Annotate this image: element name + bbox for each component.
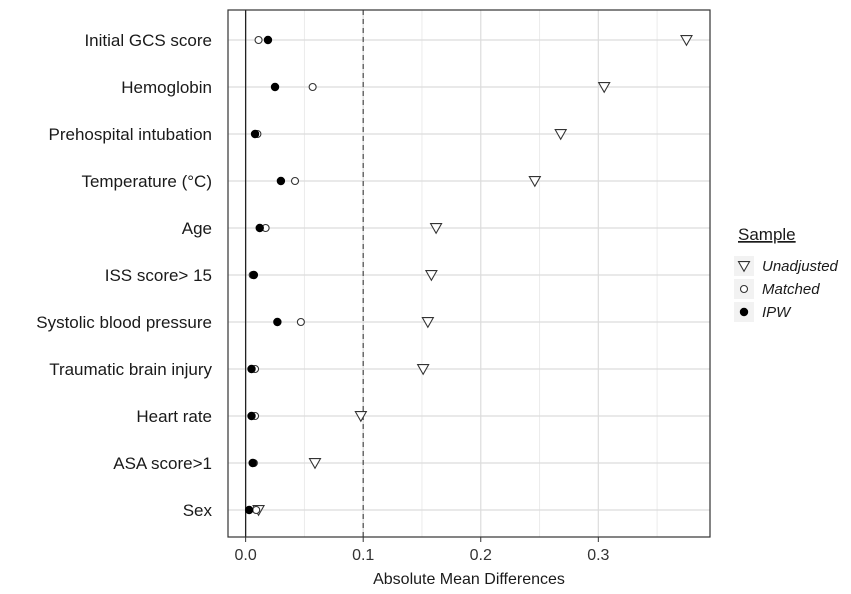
ipw-point: [276, 176, 286, 186]
unadjusted-point: [421, 317, 435, 329]
category-label: Initial GCS score: [84, 31, 212, 50]
ipw-point: [247, 411, 256, 421]
category-label: Sex: [183, 501, 213, 520]
unadjusted-point: [554, 129, 568, 141]
matched-point: [296, 317, 305, 327]
x-tick-label: 0.0: [235, 547, 257, 564]
ipw-point: [247, 364, 256, 374]
x-axis-title: Absolute Mean Differences: [373, 571, 565, 588]
plot-panel-border: [227, 9, 711, 538]
category-label: Age: [182, 219, 212, 238]
legend-key-ipw: [739, 307, 749, 317]
matched-point: [290, 176, 300, 186]
ipw-point: [263, 35, 273, 45]
unadjusted-point: [424, 270, 438, 282]
ipw-point: [255, 223, 264, 233]
legend-label-matched: Matched: [762, 281, 820, 298]
ipw-point: [249, 270, 259, 280]
ipw-point: [273, 317, 282, 327]
unadjusted-point: [354, 411, 368, 423]
category-label: ASA score>1: [113, 454, 212, 473]
legend: Sample Unadjusted Matched IPW: [734, 225, 839, 322]
unadjusted-point: [308, 458, 322, 470]
category-label: Prehospital intubation: [48, 125, 212, 144]
ipw-point: [248, 458, 257, 468]
x-axis-ticks: 0.0 0.1 0.2 0.3: [235, 537, 610, 564]
legend-key-unadjusted: [737, 261, 751, 273]
x-tick-label: 0.2: [470, 547, 492, 564]
grid-lines: [228, 10, 710, 537]
category-label: Hemoglobin: [121, 78, 212, 97]
category-label: Systolic blood pressure: [36, 313, 212, 332]
data-points: [244, 35, 693, 517]
unadjusted-point: [597, 82, 611, 94]
category-label: Temperature (°C): [81, 172, 212, 191]
category-label: ISS score> 15: [105, 266, 212, 285]
ipw-point: [270, 82, 280, 92]
category-label: Traumatic brain injury: [49, 360, 212, 379]
legend-label-unadjusted: Unadjusted: [762, 258, 839, 275]
matched-point: [254, 35, 263, 45]
unadjusted-point: [680, 35, 693, 47]
ipw-point: [250, 129, 260, 139]
unadjusted-point: [528, 176, 542, 188]
category-label: Heart rate: [136, 407, 212, 426]
x-tick-label: 0.1: [352, 547, 374, 564]
legend-key-matched: [739, 284, 749, 294]
matched-point: [252, 505, 261, 515]
category-labels: Initial GCS score Hemoglobin Prehospital i…: [36, 31, 212, 520]
unadjusted-point: [416, 364, 430, 376]
unadjusted-point: [429, 223, 443, 235]
ipw-point: [244, 505, 254, 515]
x-tick-label: 0.3: [587, 547, 609, 564]
legend-label-ipw: IPW: [762, 304, 792, 321]
matched-point: [308, 82, 317, 92]
legend-title: Sample: [738, 225, 796, 244]
